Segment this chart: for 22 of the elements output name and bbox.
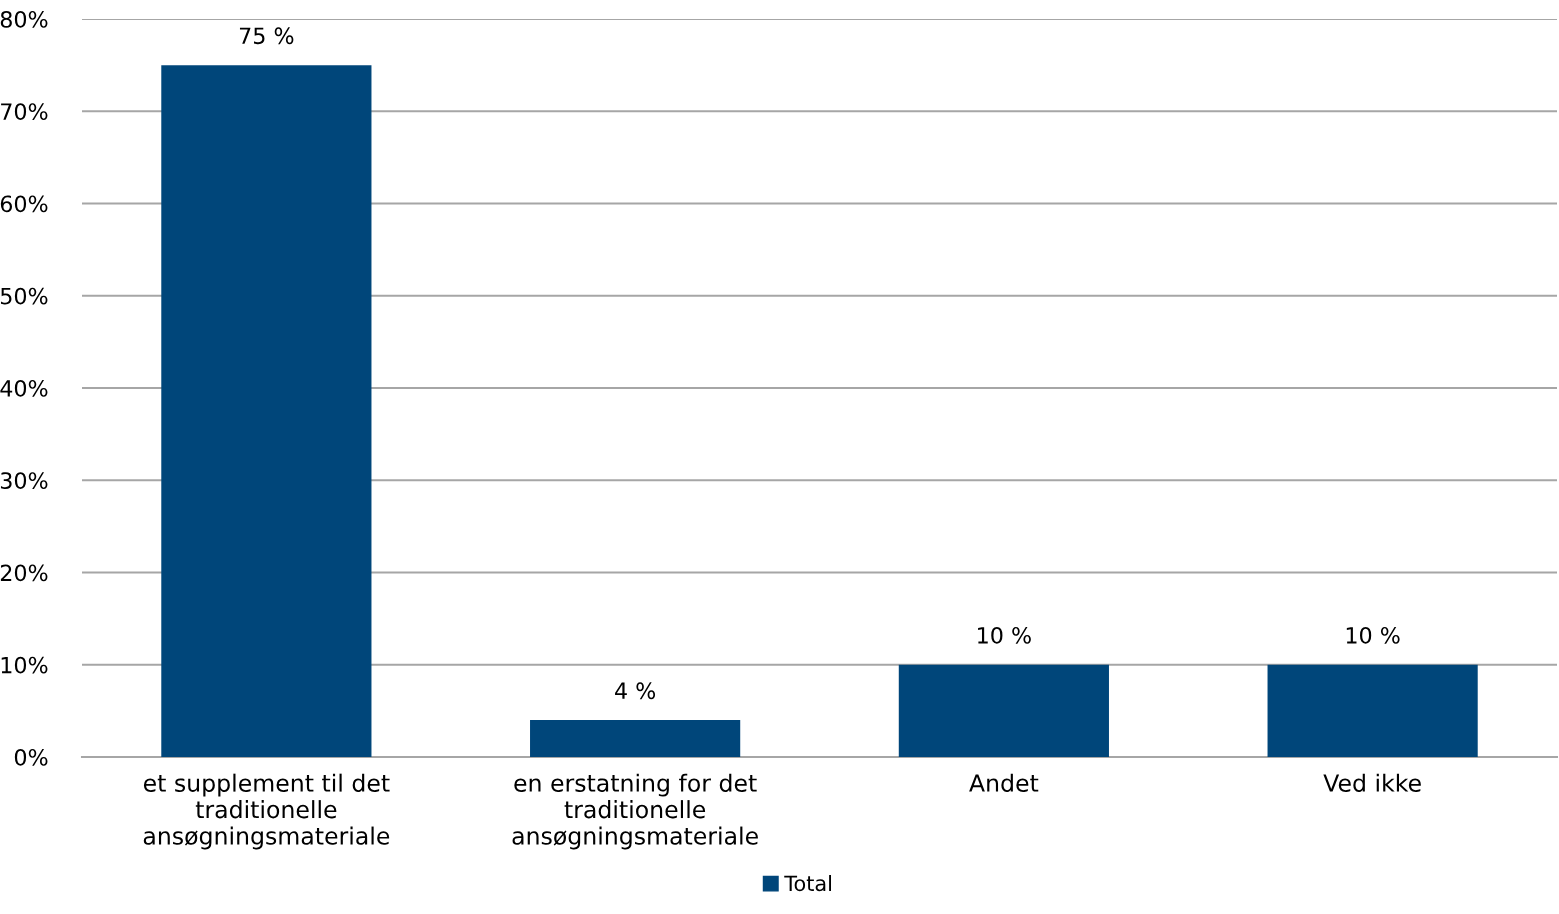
bar: [898, 664, 1109, 757]
bar: [161, 65, 372, 757]
y-tick-label: 40%: [0, 379, 48, 397]
bar: [530, 720, 741, 757]
data-label: 10 %: [1346, 626, 1400, 644]
y-tick-label: 30%: [0, 472, 48, 490]
data-label: 75 %: [239, 27, 294, 45]
y-tick-label: 70%: [1, 103, 48, 121]
x-tick-label: Ved ikke: [1323, 773, 1421, 792]
x-tick-label: en erstatning for det traditionelle ansøgningsmateriale: [512, 773, 758, 850]
x-tick-label: et supplement til det traditionelle ansøgningsmateriale: [143, 773, 390, 850]
data-label: 4 %: [615, 682, 656, 700]
y-tick-label: 10%: [1, 656, 48, 674]
y-tick-label: 60%: [0, 195, 48, 213]
y-tick-label: 20%: [0, 564, 48, 582]
data-label: 10 %: [978, 626, 1031, 644]
y-tick-label: 0%: [14, 748, 48, 766]
y-tick-label: 50%: [0, 287, 48, 305]
legend-label: Total: [784, 875, 831, 892]
bar: [1267, 664, 1478, 757]
y-tick-label: 80%: [0, 10, 48, 28]
x-tick-label: Andet: [969, 773, 1039, 792]
